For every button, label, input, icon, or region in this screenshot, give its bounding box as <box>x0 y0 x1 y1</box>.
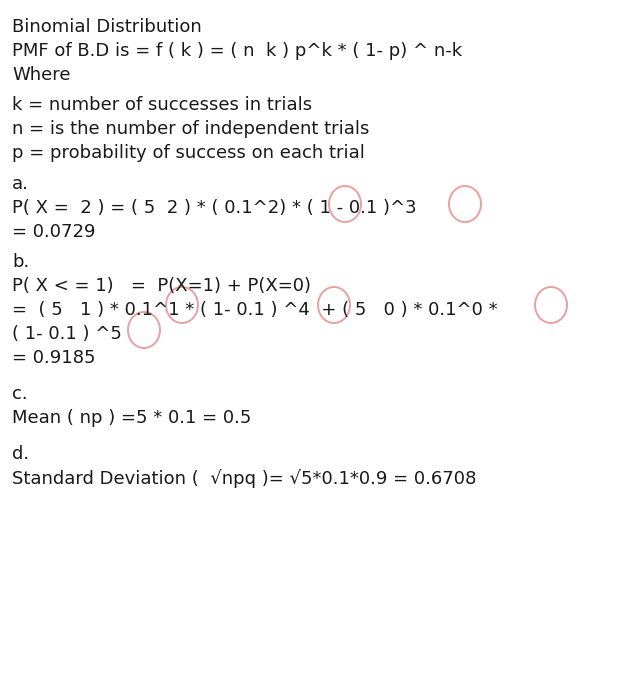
Text: Mean ( np ) =5 * 0.1 = 0.5: Mean ( np ) =5 * 0.1 = 0.5 <box>12 409 251 427</box>
Text: Binomial Distribution: Binomial Distribution <box>12 18 202 36</box>
Text: p = probability of success on each trial: p = probability of success on each trial <box>12 144 365 162</box>
Text: c.: c. <box>12 385 28 403</box>
Text: P( X =  2 ) = ( 5  2 ) * ( 0.1^2) * ( 1 - 0.1 )^3: P( X = 2 ) = ( 5 2 ) * ( 0.1^2) * ( 1 - … <box>12 199 417 217</box>
Text: b.: b. <box>12 253 29 271</box>
Text: Where: Where <box>12 66 71 84</box>
Text: =  ( 5   1 ) * 0.1^1 * ( 1- 0.1 ) ^4  + ( 5   0 ) * 0.1^0 *: = ( 5 1 ) * 0.1^1 * ( 1- 0.1 ) ^4 + ( 5 … <box>12 301 498 319</box>
Text: n = is the number of independent trials: n = is the number of independent trials <box>12 120 370 138</box>
Text: PMF of B.D is = f ( k ) = ( n  k ) p^k * ( 1- p) ^ n-k: PMF of B.D is = f ( k ) = ( n k ) p^k * … <box>12 42 462 60</box>
Text: ( 1- 0.1 ) ^5: ( 1- 0.1 ) ^5 <box>12 325 122 343</box>
Text: a.: a. <box>12 175 29 193</box>
Text: k = number of successes in trials: k = number of successes in trials <box>12 96 312 114</box>
Text: = 0.0729: = 0.0729 <box>12 223 95 241</box>
Text: Standard Deviation (  √npq )= √5*0.1*0.9 = 0.6708: Standard Deviation ( √npq )= √5*0.1*0.9 … <box>12 469 477 488</box>
Text: = 0.9185: = 0.9185 <box>12 349 95 367</box>
Text: P( X < = 1)   =  P(X=1) + P(X=0): P( X < = 1) = P(X=1) + P(X=0) <box>12 277 311 295</box>
Text: d.: d. <box>12 445 29 463</box>
